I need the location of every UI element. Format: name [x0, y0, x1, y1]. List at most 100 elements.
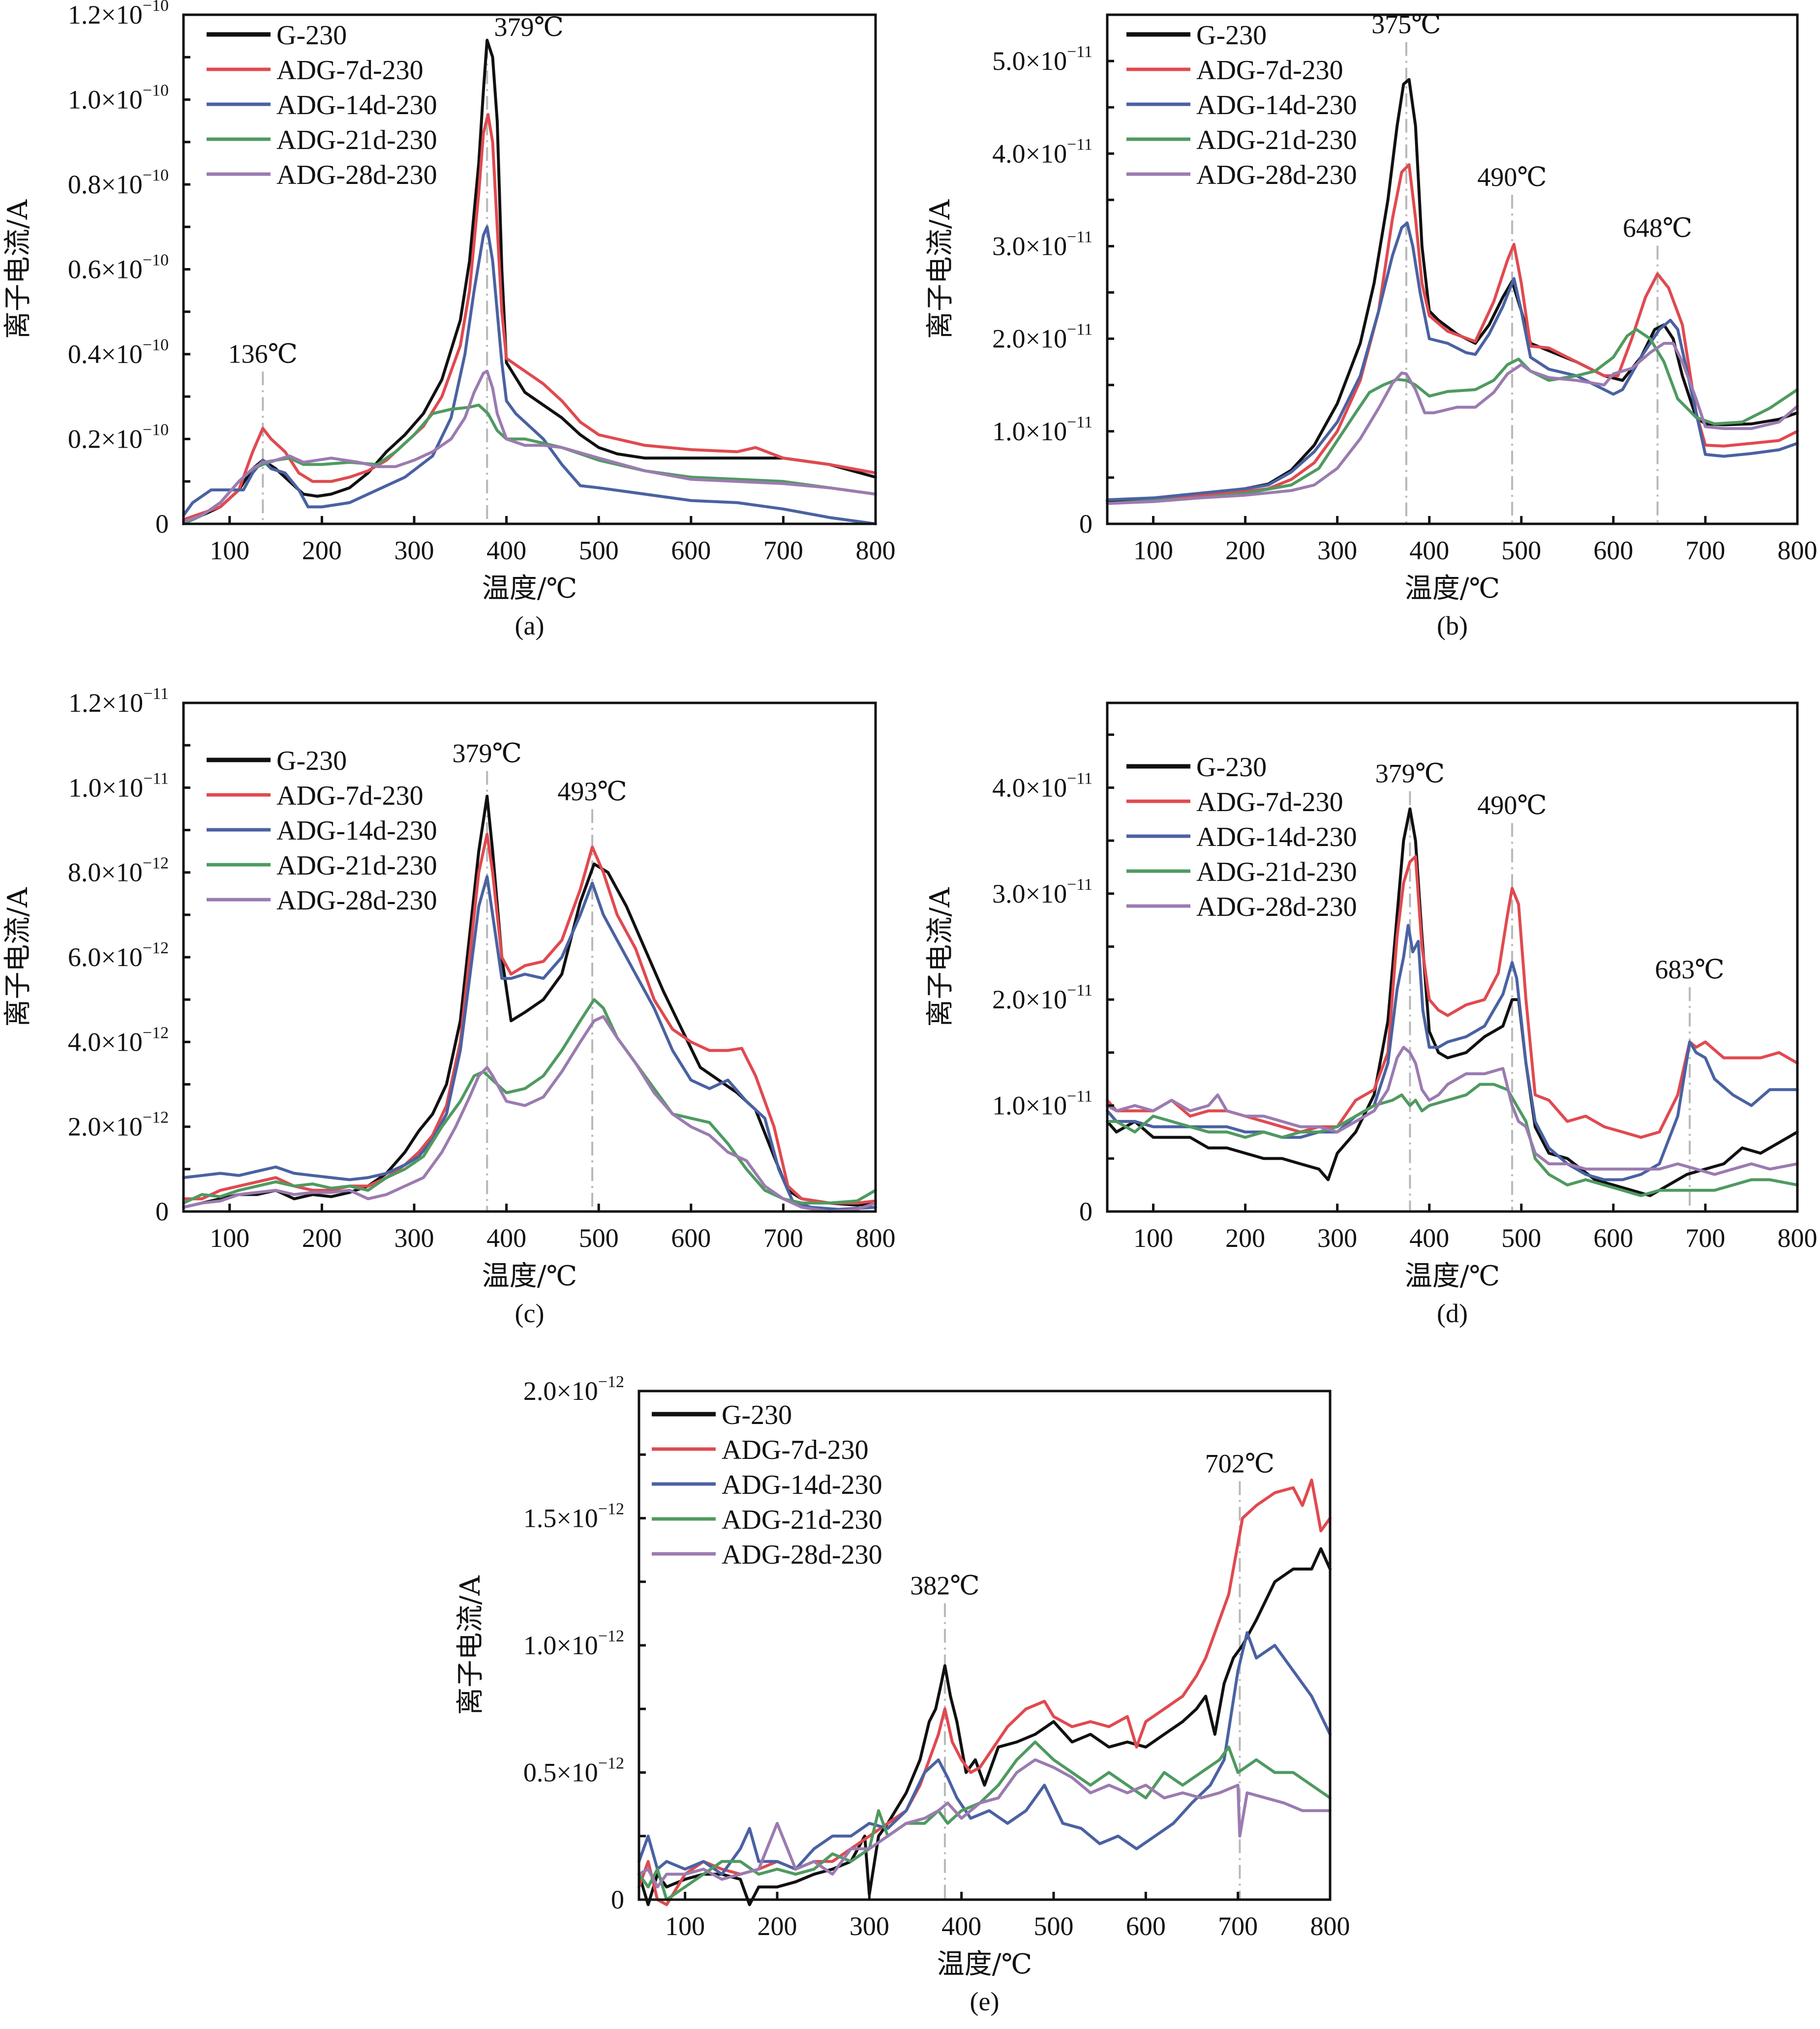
x-tick-label: 600 — [1593, 1223, 1633, 1253]
y-tick-mantissa: 1.0×10 — [68, 85, 143, 115]
y-axis-title: 离子电流/A — [924, 199, 956, 339]
legend-label: ADG-7d-230 — [276, 781, 424, 811]
series-line-adg-14d-230 — [637, 1631, 1332, 1876]
y-tick-mantissa: 4.0×10 — [992, 139, 1067, 168]
legend-label: ADG-7d-230 — [276, 55, 424, 86]
y-tick-label: 1.0×10−10 — [68, 82, 169, 115]
y-tick-label: 0.5×10−12 — [523, 1755, 624, 1787]
series-line-adg-21d-230 — [182, 998, 877, 1205]
peak-annotation: 683℃ — [1655, 955, 1724, 984]
y-tick-label: 2.0×10−12 — [523, 1373, 624, 1406]
panel-c: 100 200 300 400 500 600 700 80002.0×10−124.0×10… — [2, 685, 896, 1328]
legend-label: G-230 — [1196, 752, 1267, 783]
legend-label: G-230 — [276, 746, 347, 776]
y-tick-exponent: −10 — [143, 82, 169, 100]
legend-label: ADG-28d-230 — [1196, 160, 1357, 190]
legend-label: ADG-21d-230 — [276, 850, 437, 881]
x-tick-label: 100 — [1133, 536, 1173, 565]
y-tick-exponent: −10 — [143, 336, 169, 354]
series-line-adg-28d-230 — [182, 1015, 877, 1213]
x-tick-label: 300 — [1317, 1223, 1357, 1253]
y-tick-mantissa: 2.0×10 — [523, 1376, 598, 1406]
y-tick-label: 2.0×10−12 — [68, 1109, 169, 1142]
peak-annotation: 490℃ — [1477, 162, 1547, 192]
peak-annotation: 493℃ — [557, 777, 627, 806]
panel-label: (b) — [1437, 611, 1468, 640]
y-tick-mantissa: 1.5×10 — [523, 1504, 598, 1533]
y-tick-exponent: −11 — [1067, 769, 1092, 787]
plot-frame — [1106, 701, 1799, 1213]
y-tick-mantissa: 0 — [1079, 1197, 1092, 1226]
series-line-adg-28d-230 — [637, 1758, 1332, 1889]
series-line-adg-21d-230 — [1106, 328, 1799, 505]
series-line-adg-28d-230 — [1106, 1046, 1799, 1176]
x-tick-label: 300 — [394, 536, 434, 565]
x-tick-label: 200 — [1225, 1223, 1265, 1253]
x-tick-label: 300 — [394, 1223, 434, 1253]
y-tick-label: 0 — [611, 1885, 624, 1914]
legend-label: ADG-28d-230 — [722, 1540, 882, 1570]
y-tick-label: 4.0×10−12 — [68, 1024, 169, 1057]
x-tick-label: 200 — [302, 1223, 342, 1253]
y-tick-label: 8.0×10−12 — [68, 854, 169, 887]
x-tick-label: 600 — [671, 1223, 711, 1253]
legend-label: ADG-21d-230 — [722, 1505, 882, 1535]
plot-frame — [1106, 13, 1799, 525]
x-tick-label: 100 — [1133, 1223, 1173, 1253]
y-tick-mantissa: 0 — [155, 509, 169, 539]
legend-label: ADG-14d-230 — [276, 90, 437, 121]
y-axis-title: 离子电流/A — [2, 887, 34, 1027]
panel-a: 100 200 300 400 500 600 700 80000.2×10−100.4×10… — [2, 0, 896, 640]
legend-label: ADG-21d-230 — [1196, 125, 1357, 155]
x-tick-label: 500 — [579, 536, 619, 565]
x-tick-label: 600 — [1593, 536, 1633, 565]
y-axis-title: 离子电流/A — [455, 1575, 486, 1715]
x-tick-label: 500 — [1501, 536, 1541, 565]
y-tick-exponent: −11 — [1067, 321, 1092, 339]
y-tick-mantissa: 3.0×10 — [992, 879, 1067, 909]
x-tick-label: 700 — [1685, 536, 1725, 565]
x-tick-label: 200 — [302, 536, 342, 565]
y-tick-label: 3.0×10−11 — [992, 228, 1092, 261]
x-tick-label: 400 — [1409, 1223, 1449, 1253]
y-tick-label: 1.0×10−11 — [68, 769, 169, 802]
y-tick-exponent: −11 — [1067, 981, 1092, 999]
peak-annotation: 136℃ — [228, 339, 298, 368]
peak-annotation: 379℃ — [452, 739, 521, 768]
y-tick-label: 1.2×10−10 — [68, 0, 169, 30]
x-tick-label: 100 — [210, 1223, 249, 1253]
y-tick-label: 1.2×10−11 — [68, 685, 169, 718]
peak-annotation: 702℃ — [1205, 1449, 1274, 1478]
peak-annotation: 379℃ — [1375, 759, 1445, 788]
legend-label: ADG-7d-230 — [1196, 787, 1343, 818]
legend-label: G-230 — [722, 1400, 792, 1430]
legend-label: ADG-14d-230 — [1196, 822, 1357, 852]
y-tick-label: 0.6×10−10 — [68, 251, 169, 284]
x-tick-label: 200 — [758, 1911, 797, 1941]
x-tick-label: 200 — [1225, 536, 1265, 565]
y-tick-mantissa: 0.8×10 — [68, 170, 143, 199]
series-line-adg-14d-230 — [1106, 221, 1799, 502]
y-tick-mantissa: 4.0×10 — [992, 773, 1067, 802]
y-tick-mantissa: 1.0×10 — [992, 1091, 1067, 1120]
y-tick-mantissa: 2.0×10 — [992, 324, 1067, 354]
y-tick-exponent: −12 — [143, 1109, 169, 1127]
y-tick-label: 2.0×10−11 — [992, 981, 1092, 1014]
x-tick-label: 800 — [1310, 1911, 1350, 1941]
y-tick-mantissa: 6.0×10 — [68, 942, 143, 972]
legend-label: ADG-14d-230 — [722, 1470, 882, 1500]
panel-b: 100 200 300 400 500 600 700 80001.0×10−112.0×10… — [924, 10, 1818, 640]
x-tick-label: 500 — [1501, 1223, 1541, 1253]
legend: G-230 ADG-7d-230 ADG-14d-230 ADG-21d-230 ADG… — [207, 746, 437, 916]
legend: G-230 ADG-7d-230 ADG-14d-230 ADG-21d-230 ADG… — [207, 20, 437, 190]
series-line-g-230 — [1106, 78, 1799, 502]
series-line-adg-21d-230 — [637, 1740, 1332, 1901]
x-axis-title: 温度/℃ — [1405, 1260, 1500, 1292]
x-axis-title: 温度/℃ — [937, 1948, 1032, 1980]
y-tick-mantissa: 1.2×10 — [68, 688, 143, 718]
y-tick-mantissa: 0 — [1079, 509, 1092, 539]
y-tick-label: 5.0×10−11 — [992, 43, 1092, 76]
legend-label: ADG-7d-230 — [1196, 55, 1343, 86]
y-tick-mantissa: 0 — [611, 1885, 624, 1914]
series-line-adg-21d-230 — [1106, 1083, 1799, 1197]
